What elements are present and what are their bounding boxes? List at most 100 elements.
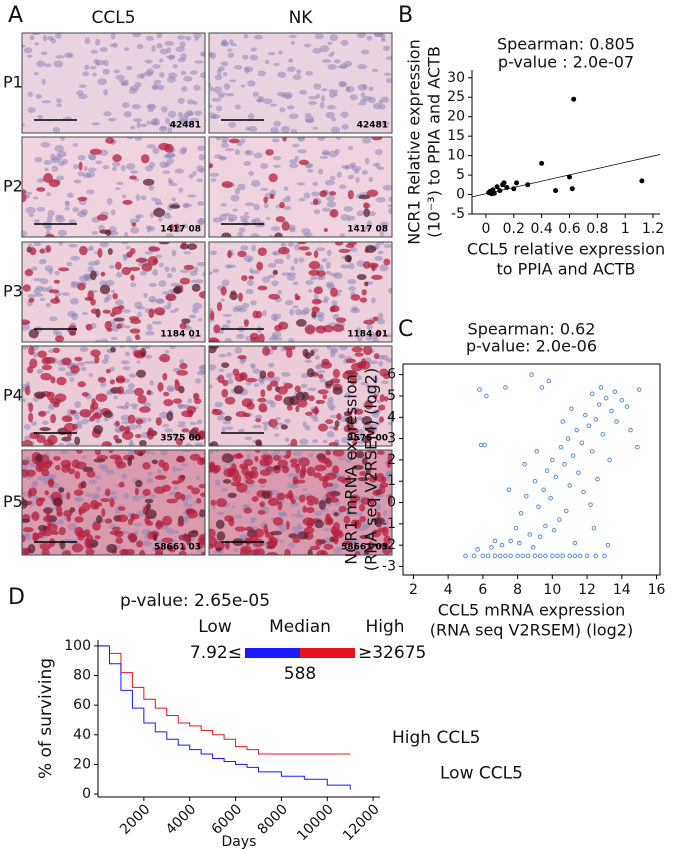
- nucleus: [175, 46, 185, 53]
- stained-cell: [294, 385, 301, 393]
- point: [579, 440, 585, 446]
- point: [536, 504, 541, 510]
- nucleus: [73, 179, 82, 184]
- nucleus: [171, 530, 180, 534]
- nucleus: [171, 249, 177, 257]
- nucleus: [227, 218, 235, 222]
- stained-cell: [163, 398, 174, 407]
- stained-cell: [91, 401, 99, 410]
- nucleus: [243, 160, 252, 167]
- stained-cell: [146, 389, 152, 396]
- stained-cell: [22, 439, 33, 446]
- nucleus: [183, 112, 190, 119]
- nucleus: [194, 442, 204, 446]
- nucleus: [245, 288, 254, 295]
- nucleus: [236, 307, 247, 313]
- stained-cell: [383, 258, 391, 266]
- nucleus: [366, 35, 373, 41]
- nucleus: [328, 322, 338, 326]
- stained-cell: [22, 284, 31, 292]
- nucleus: [282, 205, 292, 211]
- y-tick-label: 10: [447, 148, 465, 164]
- nucleus: [386, 78, 392, 84]
- nucleus: [88, 479, 97, 485]
- stained-cell: [319, 190, 328, 198]
- stained-cell: [38, 497, 46, 502]
- nucleus: [116, 271, 123, 278]
- stained-cell: [154, 307, 166, 316]
- nucleus: [375, 503, 382, 511]
- nucleus: [148, 299, 157, 303]
- nucleus: [379, 264, 389, 272]
- nucleus: [110, 43, 115, 47]
- y-axis-label: (RNA seq V2RSEM) (log2): [362, 368, 381, 571]
- nucleus: [319, 101, 325, 109]
- stained-cell: [342, 540, 353, 546]
- image-frame: [208, 449, 393, 556]
- stained-cell: [275, 216, 286, 223]
- stained-cell: [356, 361, 366, 369]
- nucleus: [140, 195, 147, 201]
- stained-cell: [36, 187, 46, 192]
- stained-cell: [253, 548, 265, 555]
- nucleus: [223, 72, 228, 77]
- row-label: P3: [3, 282, 23, 301]
- stained-cell: [128, 266, 141, 271]
- point: [529, 372, 534, 377]
- nucleus: [322, 149, 330, 156]
- nucleus: [169, 346, 176, 350]
- nucleus: [84, 64, 90, 71]
- nucleus: [308, 101, 318, 105]
- nucleus: [320, 95, 326, 102]
- x-tick-label: 12: [578, 582, 596, 598]
- stained-cell: [135, 418, 144, 425]
- series-label: Low CCL5: [440, 764, 523, 784]
- micrograph: [208, 136, 393, 238]
- nucleus: [146, 323, 153, 331]
- nucleus: [267, 362, 275, 368]
- stained-cell: [333, 426, 339, 431]
- point: [600, 432, 605, 437]
- point: [614, 419, 619, 424]
- nucleus: [189, 335, 197, 339]
- stained-cell: [239, 463, 249, 470]
- nucleus: [27, 91, 33, 97]
- nucleus: [178, 187, 184, 193]
- nucleus: [82, 455, 87, 459]
- nucleus: [90, 49, 99, 54]
- point: [567, 553, 573, 559]
- nucleus: [199, 72, 205, 79]
- nucleus: [270, 226, 281, 231]
- nucleus: [196, 262, 205, 267]
- nucleus: [77, 171, 85, 177]
- nucleus: [295, 514, 304, 519]
- stained-cell: [363, 208, 370, 218]
- stained-cell: [363, 549, 370, 555]
- nucleus: [288, 58, 294, 63]
- nucleus: [286, 274, 296, 281]
- nucleus: [216, 105, 223, 112]
- survival-curve: [98, 645, 351, 790]
- stained-cell: [148, 308, 155, 319]
- point: [497, 553, 503, 559]
- stained-cell: [99, 284, 111, 295]
- nucleus: [49, 316, 58, 322]
- stained-cell: [86, 470, 96, 478]
- stained-cell: [352, 464, 364, 470]
- stained-cell: [154, 551, 163, 555]
- nucleus: [381, 380, 389, 385]
- nucleus: [216, 511, 225, 516]
- point: [572, 553, 578, 559]
- stained-cell: [178, 550, 187, 555]
- nucleus: [388, 287, 392, 294]
- nucleus: [147, 108, 154, 113]
- nucleus: [294, 243, 301, 251]
- nucleus: [55, 175, 65, 181]
- stained-cell: [352, 439, 358, 446]
- nucleus: [69, 377, 75, 383]
- stained-cell: [383, 396, 389, 402]
- stained-cell: [54, 335, 65, 342]
- stained-cell: [259, 458, 270, 467]
- x-tick-label: 16: [648, 582, 666, 598]
- nucleus: [40, 287, 49, 292]
